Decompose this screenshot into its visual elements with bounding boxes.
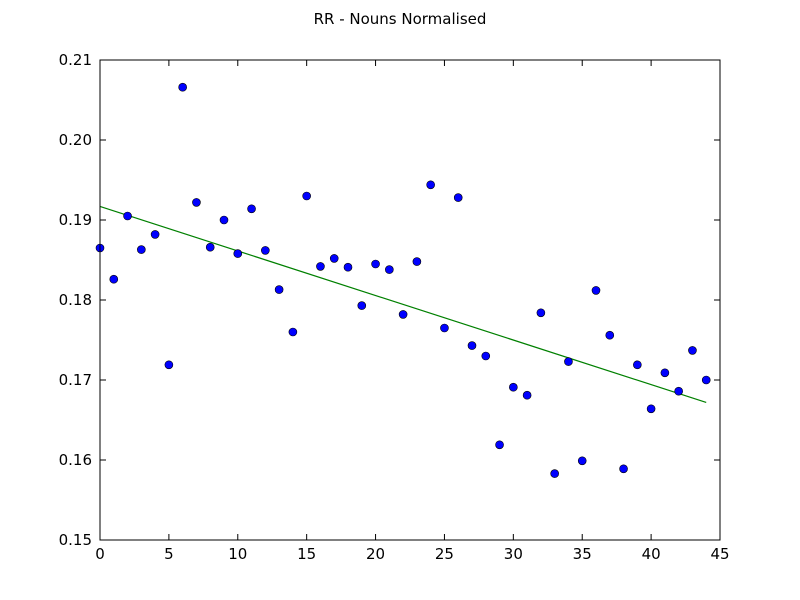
data-point [233,249,243,258]
data-point [481,351,491,361]
x-tick-label: 5 [164,545,174,563]
y-tick-label: 0.21 [59,51,92,69]
data-point [261,246,270,255]
data-point [591,286,601,295]
data-point [522,390,532,400]
data-point [536,308,546,318]
y-tick-label: 0.16 [59,451,92,469]
data-point [357,301,367,310]
data-point [495,440,504,450]
data-point [371,259,380,269]
data-point [219,215,229,225]
x-tick-label: 25 [435,545,454,563]
data-point [178,82,187,92]
trend-line [99,205,707,403]
x-tick-label: 15 [297,545,316,563]
data-point [674,386,683,396]
data-point [150,230,160,239]
data-point [123,211,132,221]
x-tick-label: 40 [642,545,661,563]
data-point [109,274,119,284]
x-tick-label: 10 [228,545,247,563]
y-tick-label: 0.19 [59,211,92,229]
axes-frame [99,59,721,541]
data-point [343,262,353,272]
y-tick-label: 0.20 [59,131,92,149]
data-point [288,327,298,337]
data-point [453,193,463,202]
data-point [385,265,394,274]
data-point [398,310,408,319]
data-point [509,382,518,392]
data-point [247,204,256,214]
chart-title: RR - Nouns Normalised [314,10,487,28]
data-point [302,191,311,201]
data-point [660,368,670,378]
x-tick-label: 35 [573,545,592,563]
data-point [701,375,711,385]
x-tick-label: 45 [710,545,729,563]
data-point [412,257,422,266]
y-tick-label: 0.18 [59,291,92,309]
data-point [564,357,573,366]
data-point [316,262,325,271]
data-point [329,254,339,263]
data-point [274,285,284,294]
data-point [426,180,435,190]
data-point [440,323,449,333]
x-tick-label: 0 [95,545,105,563]
data-point [550,469,559,478]
data-point [619,464,628,474]
data-point [646,404,656,414]
data-point [467,341,477,350]
data-point [605,330,615,340]
data-point [205,242,215,252]
plot-layer: 0 5 10 15 20 25 30 35 40 45 0.15 0.16 0.17 0.18 0.19 0.… [59,51,730,563]
data-point [688,346,697,355]
x-tick-label: 20 [366,545,385,563]
data-point [633,360,642,370]
y-tick-label: 0.17 [59,371,92,389]
data-point [164,360,174,370]
y-tick-label: 0.15 [59,531,92,549]
x-tick-label: 30 [504,545,523,563]
data-point [192,198,201,207]
data-point [577,456,587,466]
data-point [137,245,146,254]
